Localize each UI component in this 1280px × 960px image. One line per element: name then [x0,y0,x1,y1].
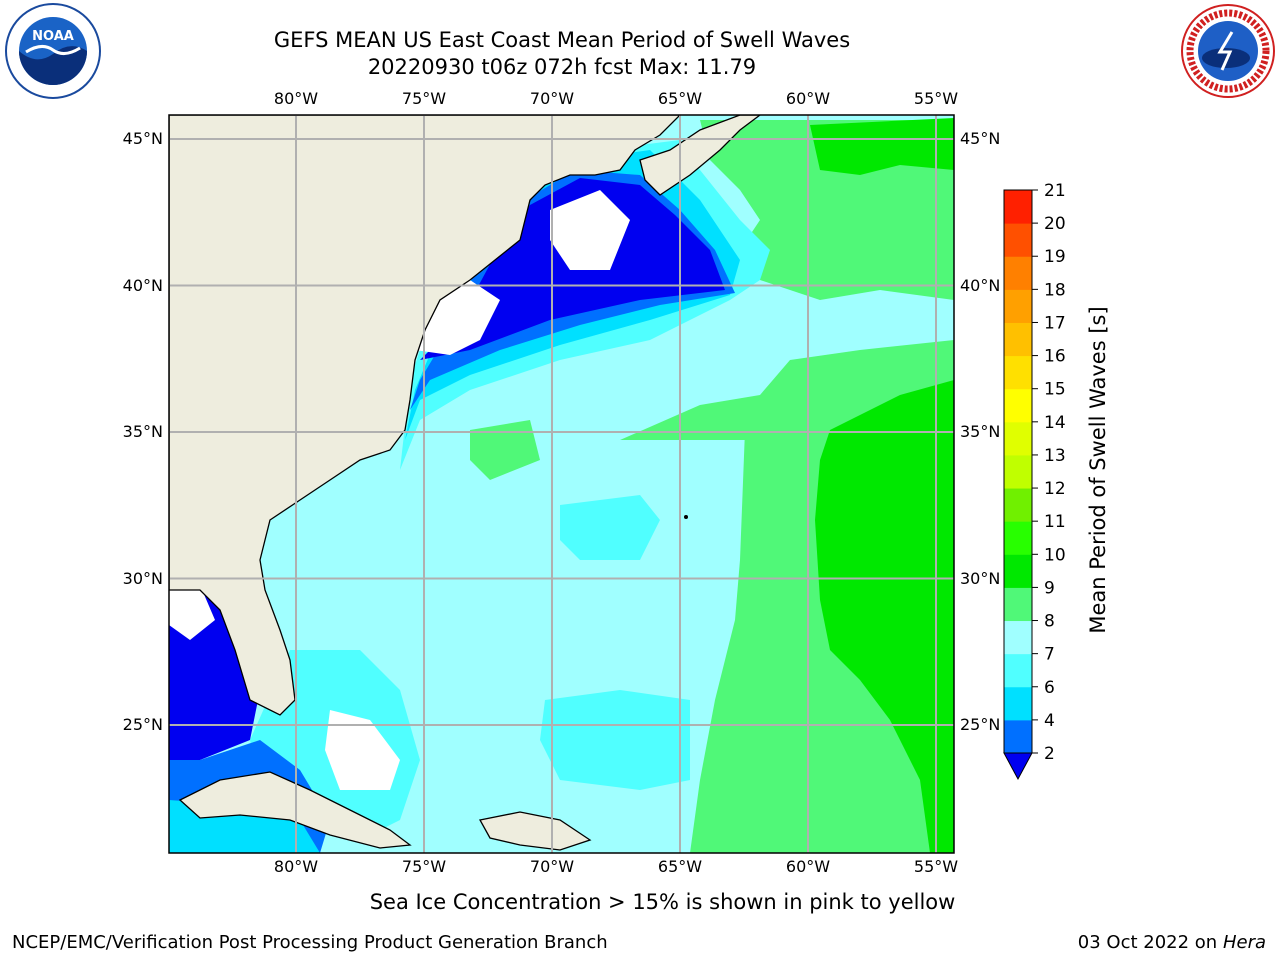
colorbar-underflow-triangle [1003,752,1033,781]
colorbar-tick-label: 17 [1044,313,1066,333]
colorbar-tick-label: 9 [1044,578,1055,598]
colorbar-frame [1003,189,1033,754]
footer-credit: NCEP/EMC/Verification Post Processing Pr… [12,932,608,953]
lon-tick-label: 60°W [785,89,831,108]
colorbar-segment [1004,587,1032,622]
colorbar: 2 4 6 7 8 9 10 11 12 13 14 15 16 17 18 19 20 21 [1003,181,1066,781]
colorbar-tick-label: 21 [1044,181,1066,201]
lat-tick-label: 30°N [122,568,163,588]
colorbar-tick-label: 6 [1044,678,1055,698]
masked-area-2 [550,190,630,270]
nws-logo [1178,2,1278,104]
lat-tick-label: 35°N [122,422,163,441]
lon-tick-label: 55°W [913,89,959,108]
footer-date: 03 Oct 2022 on Hera [1078,932,1266,953]
colorbar-segment [1004,521,1032,555]
lat-tick-label: 45°N [122,129,163,148]
sea-ice-note: Sea Ice Concentration > 15% is shown in … [369,890,956,914]
footer-date-text: 03 Oct 2022 on [1077,932,1218,953]
colorbar-segment [1004,355,1032,390]
swell-7-8-south [540,690,690,790]
hispaniola-land [478,811,592,851]
swell-7-8-mid [560,495,660,560]
lat-tick-label: 45°N [960,129,1001,148]
colorbar-segment [1004,653,1032,688]
chart-subtitle: 20220930 t06z 072h fcst Max: 11.79 [367,55,757,79]
lat-tick-label: 25°N [122,715,163,734]
lon-tick-label: 75°W [401,89,447,108]
lat-tick-label: 35°N [960,422,1001,441]
chart-title: GEFS MEAN US East Coast Mean Period of S… [273,28,851,52]
colorbar-tick-label: 11 [1044,512,1066,532]
colorbar-segment [1004,289,1032,323]
colorbar-tick-label: 14 [1044,413,1066,433]
colorbar-tick-label: 13 [1044,446,1066,466]
swell-10-11-east [815,380,954,853]
colorbar-tick-label: 18 [1044,280,1066,300]
colorbar-segment [1004,620,1032,655]
colorbar-tick-label: 10 [1044,545,1066,565]
footer-host: Hera [1222,932,1266,953]
colorbar-segment [1004,454,1032,489]
bermuda [684,515,688,519]
colorbar-segment [1004,223,1032,257]
lon-tick-label: 65°W [657,89,703,108]
map-field [169,115,954,853]
masked-area-3 [325,710,400,790]
colorbar-segment [1004,719,1032,754]
graticule [169,115,954,853]
colorbar-tick-label: 4 [1044,711,1055,731]
colorbar-label: Mean Period of Swell Waves [s] [1086,306,1110,633]
colorbar-segment [1004,421,1032,456]
lon-tick-label: 80°W [273,89,319,108]
swell-10-11-north [810,118,954,175]
lat-tick-label: 40°N [122,275,163,295]
lat-tick-label: 40°N [960,275,1001,295]
colorbar-segment [1004,388,1032,423]
colorbar-tick-label: 15 [1044,380,1066,400]
noaa-logo: NOAA [2,2,104,104]
colorbar-tick-label: 7 [1044,645,1055,665]
colorbar-segment [1004,322,1032,357]
lon-tick-label: 70°W [529,857,575,876]
swell-9-10-patch [470,420,540,480]
lat-tick-label: 25°N [960,715,1001,734]
lon-tick-label: 70°W [529,89,575,108]
lon-tick-label: 55°W [913,857,959,876]
colorbar-tick-label: 20 [1044,214,1066,234]
colorbar-segment [1004,554,1032,588]
masked-area-4 [169,585,215,640]
nova-scotia-land [639,115,762,196]
masked-area-1 [415,280,500,355]
colorbar-segment [1004,256,1032,290]
lon-tick-label: 75°W [401,857,447,876]
lat-tick-label: 30°N [960,568,1001,588]
colorbar-tick-label: 19 [1044,247,1066,267]
map-frame [168,114,955,854]
colorbar-segment [1004,190,1032,224]
colorbar-tick-label: 8 [1044,612,1055,632]
colorbar-segment [1004,488,1032,522]
noaa-logo-text: NOAA [32,29,74,44]
lon-tick-label: 60°W [785,857,831,876]
lon-tick-label: 80°W [273,857,319,876]
lon-tick-label: 65°W [657,857,703,876]
colorbar-segment [1004,686,1032,721]
colorbar-tick-label: 12 [1044,479,1066,499]
colorbar-tick-label: 16 [1044,347,1066,367]
colorbar-tick-label: 2 [1044,744,1055,764]
